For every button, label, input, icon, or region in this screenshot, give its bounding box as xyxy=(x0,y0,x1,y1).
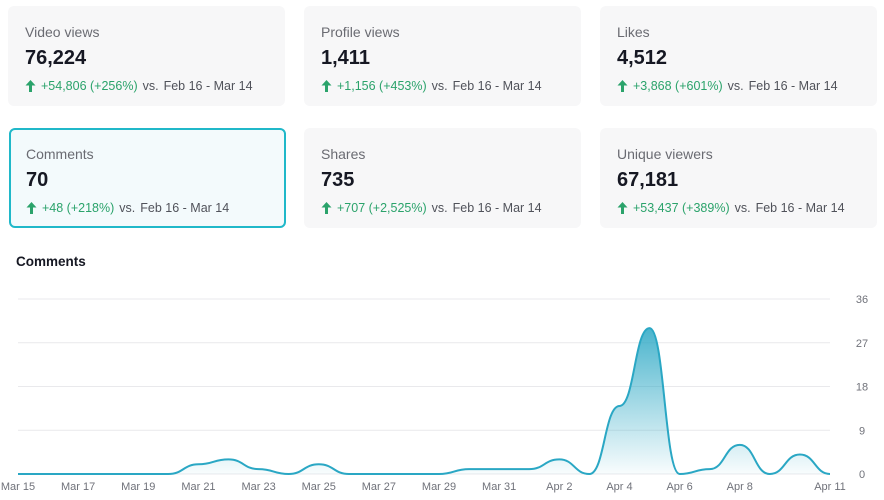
chart-series xyxy=(17,327,831,476)
x-tick-label: Mar 25 xyxy=(302,481,336,493)
metric-value: 4,512 xyxy=(617,47,668,69)
delta-range: Feb 16 - Mar 14 xyxy=(140,201,230,215)
x-tick-label: Apr 11 xyxy=(814,481,846,493)
x-axis: Mar 15 Mar 17 Mar 19 Mar 21 Mar 23 Mar 25 Mar … xyxy=(1,481,846,493)
delta-value: +53,437 (+389%) xyxy=(633,201,730,215)
delta-vs: vs. xyxy=(119,201,136,215)
delta-range: Feb 16 - Mar 14 xyxy=(452,201,542,215)
y-axis: 0 9 18 27 36 xyxy=(856,294,868,481)
x-tick-label: Apr 2 xyxy=(546,481,572,493)
x-tick-label: Mar 19 xyxy=(121,481,155,493)
arrow-up-icon xyxy=(321,80,332,92)
delta-value: +48 (+218%) xyxy=(42,201,115,215)
series-area xyxy=(18,328,830,474)
x-tick-label: Mar 23 xyxy=(241,481,275,493)
delta-vs: vs. xyxy=(142,79,159,93)
x-tick-label: Mar 17 xyxy=(61,481,95,493)
metric-card-shares[interactable]: Shares 735 +707 (+2,525%) vs. Feb 16 - M… xyxy=(304,128,581,228)
metric-cards: Video views 76,224 +54,806 (+256%) vs. F… xyxy=(8,6,878,232)
x-tick-label: Mar 21 xyxy=(181,481,215,493)
arrow-up-icon xyxy=(617,80,628,92)
metric-delta: +707 (+2,525%) vs. Feb 16 - Mar 14 xyxy=(321,200,563,216)
arrow-up-icon xyxy=(617,202,628,214)
delta-value: +3,868 (+601%) xyxy=(633,79,723,93)
metric-card-comments[interactable]: Comments 70 +48 (+218%) vs. Feb 16 - Mar… xyxy=(9,128,286,228)
metric-delta: +1,156 (+453%) vs. Feb 16 - Mar 14 xyxy=(321,78,563,94)
metric-label: Comments xyxy=(26,146,94,162)
delta-range: Feb 16 - Mar 14 xyxy=(163,79,253,93)
x-tick-label: Mar 31 xyxy=(482,481,516,493)
metric-delta: +3,868 (+601%) vs. Feb 16 - Mar 14 xyxy=(617,78,859,94)
metric-label: Likes xyxy=(617,24,650,40)
delta-range: Feb 16 - Mar 14 xyxy=(748,79,838,93)
y-tick-label: 18 xyxy=(856,382,868,394)
metric-label: Unique viewers xyxy=(617,146,713,162)
delta-value: +54,806 (+256%) xyxy=(41,79,138,93)
delta-vs: vs. xyxy=(734,201,751,215)
metric-value: 76,224 xyxy=(25,47,87,69)
chart-title: Comments xyxy=(16,254,86,269)
delta-vs: vs. xyxy=(431,201,448,215)
metric-card-unique-viewers[interactable]: Unique viewers 67,181 +53,437 (+389%) vs… xyxy=(600,128,877,228)
delta-range: Feb 16 - Mar 14 xyxy=(755,201,845,215)
delta-range: Feb 16 - Mar 14 xyxy=(452,79,542,93)
metric-delta: +48 (+218%) vs. Feb 16 - Mar 14 xyxy=(26,200,268,216)
metric-value: 67,181 xyxy=(617,169,679,191)
metric-delta: +54,806 (+256%) vs. Feb 16 - Mar 14 xyxy=(25,78,267,94)
x-tick-label: Mar 27 xyxy=(362,481,396,493)
series-line xyxy=(17,327,831,476)
delta-vs: vs. xyxy=(431,79,448,93)
delta-vs: vs. xyxy=(727,79,744,93)
y-tick-label: 9 xyxy=(859,425,865,437)
y-tick-label: 27 xyxy=(856,338,868,350)
chart-grid xyxy=(18,298,830,475)
x-tick-label: Mar 15 xyxy=(1,481,35,493)
x-tick-label: Apr 4 xyxy=(606,481,632,493)
y-tick-label: 0 xyxy=(859,469,865,481)
x-tick-label: Mar 29 xyxy=(422,481,456,493)
metric-card-likes[interactable]: Likes 4,512 +3,868 (+601%) vs. Feb 16 - … xyxy=(600,6,877,106)
x-tick-label: Apr 6 xyxy=(666,481,692,493)
metric-card-video-views[interactable]: Video views 76,224 +54,806 (+256%) vs. F… xyxy=(8,6,285,106)
metric-label: Profile views xyxy=(321,24,400,40)
delta-value: +1,156 (+453%) xyxy=(337,79,427,93)
metric-label: Video views xyxy=(25,24,100,40)
metric-card-profile-views[interactable]: Profile views 1,411 +1,156 (+453%) vs. F… xyxy=(304,6,581,106)
delta-value: +707 (+2,525%) xyxy=(337,201,427,215)
metric-label: Shares xyxy=(321,146,366,162)
x-tick-label: Apr 8 xyxy=(727,481,753,493)
arrow-up-icon xyxy=(26,202,37,214)
metric-delta: +53,437 (+389%) vs. Feb 16 - Mar 14 xyxy=(617,200,859,216)
metric-value: 70 xyxy=(26,169,49,191)
arrow-up-icon xyxy=(321,202,332,214)
arrow-up-icon xyxy=(25,80,36,92)
metric-value: 1,411 xyxy=(321,47,370,69)
y-tick-label: 36 xyxy=(856,294,868,306)
metric-value: 735 xyxy=(321,169,355,191)
